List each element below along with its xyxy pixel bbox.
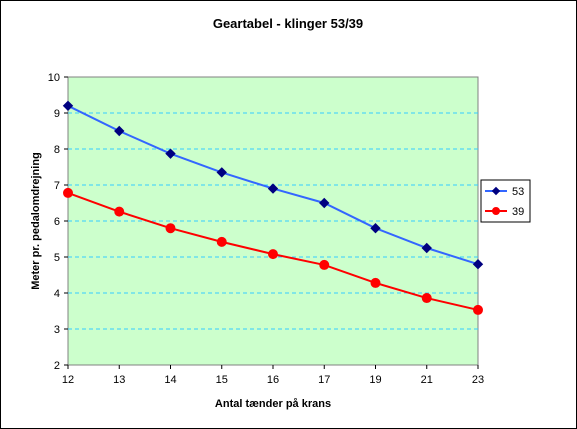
x-tick-label: 21: [421, 374, 433, 386]
series-39-point: [370, 277, 381, 288]
y-tick-label: 6: [54, 216, 60, 228]
x-tick-label: 17: [318, 374, 330, 386]
legend-label-39: 39: [512, 206, 524, 218]
series-39-point: [492, 207, 500, 215]
y-tick-label: 10: [48, 72, 60, 84]
legend-box: [480, 179, 531, 223]
y-tick-label: 4: [54, 288, 60, 300]
series-53-point: [267, 183, 279, 194]
y-tick-label: 9: [54, 108, 60, 120]
series-layer: [62, 100, 484, 315]
series-53: [62, 100, 484, 270]
y-axis-ticks: 2 3 4 5 6 7 8 9 10: [48, 72, 68, 372]
series-39-point: [421, 293, 432, 304]
x-tick-label: 16: [267, 374, 279, 386]
series-39-point: [63, 187, 73, 198]
series-39-point: [114, 206, 125, 217]
y-tick-label: 5: [54, 252, 60, 264]
series-53-point: [421, 242, 432, 254]
series-39-point: [268, 249, 278, 260]
legend-label-53: 53: [512, 186, 524, 198]
y-tick-label: 8: [54, 144, 60, 156]
x-tick-label: 14: [164, 374, 176, 386]
x-axis-ticks: 12 13 14 15 16 17 19 21 23: [62, 365, 484, 386]
y-axis-label: Meter pr. pedalomdrejning: [30, 152, 42, 290]
series-39-point: [319, 259, 330, 270]
series-53-point: [370, 222, 381, 234]
y-tick-label: 3: [54, 324, 60, 336]
series-39: [63, 187, 483, 315]
series-39-point: [165, 223, 176, 234]
series-39-point: [473, 304, 483, 315]
x-tick-label: 19: [369, 374, 381, 386]
y-tick-label: 7: [54, 180, 60, 192]
series-53-point: [62, 100, 74, 112]
x-tick-label: 15: [216, 374, 228, 386]
series-53-point: [216, 167, 227, 178]
series-39-point: [216, 236, 227, 247]
x-tick-label: 13: [113, 374, 125, 386]
chart-title: Geartabel - klinger 53/39: [213, 16, 363, 31]
legend: 53 39: [480, 179, 531, 223]
series-53-point: [165, 148, 176, 159]
y-tick-label: 2: [54, 360, 60, 372]
series-53-point: [319, 197, 330, 209]
x-tick-label: 23: [472, 374, 484, 386]
x-tick-label: 12: [62, 374, 74, 386]
series-53-point: [472, 258, 484, 270]
series-53-point: [491, 186, 501, 196]
x-axis-label: Antal tænder på krans: [215, 398, 331, 410]
series-53-point: [114, 125, 125, 137]
